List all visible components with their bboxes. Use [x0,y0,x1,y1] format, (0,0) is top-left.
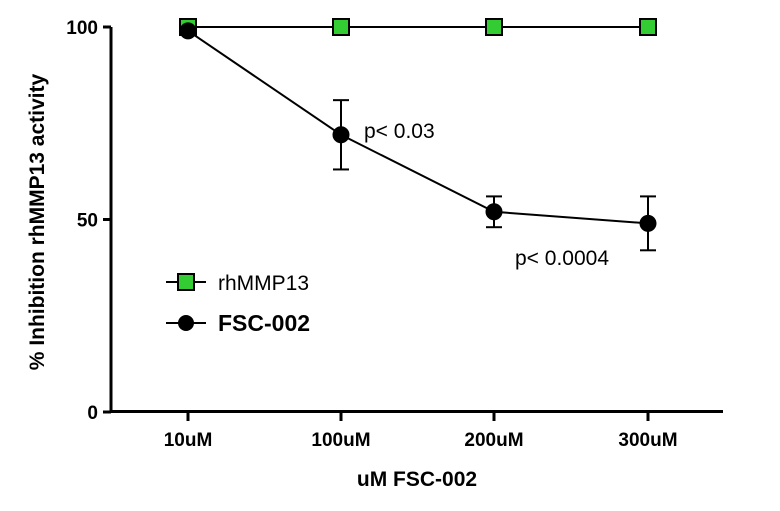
x-tick-label: 10uM [164,430,213,451]
x-tick-label: 200uM [464,430,523,451]
legend-marker-square [177,273,195,291]
x-tick-label: 100uM [311,430,370,451]
series-layer [179,18,657,252]
x-axis-title: uM FSC-002 [357,468,477,491]
data-point [485,203,503,221]
legend-label: FSC-002 [218,310,310,336]
x-tick-label: 300uM [618,430,677,451]
legend: rhMMP13 FSC-002 [166,272,310,336]
data-point [332,18,350,36]
y-tick-label: 100 [66,18,98,39]
series-FSC-002 [179,22,657,252]
annotations: p< 0.03 p< 0.0004 [364,120,609,270]
y-tick-label: 0 [87,403,98,424]
legend-marker-circle [178,315,194,331]
y-tick-label: 50 [77,211,98,232]
series-rhMMP13 [179,18,657,36]
ticks: 0 50 100 10uM 100uM 200uM 300uM [66,18,677,451]
axes [109,27,723,413]
data-point [639,214,657,232]
series-line [187,30,649,225]
data-point [179,22,197,40]
data-point [485,18,503,36]
legend-label: rhMMP13 [218,272,309,295]
p-value-annotation: p< 0.0004 [515,247,609,270]
p-value-annotation: p< 0.03 [364,120,435,143]
data-point [639,18,657,36]
y-axis-title: % Inhibition rhMMP13 activity [26,73,49,370]
data-point [332,126,350,144]
